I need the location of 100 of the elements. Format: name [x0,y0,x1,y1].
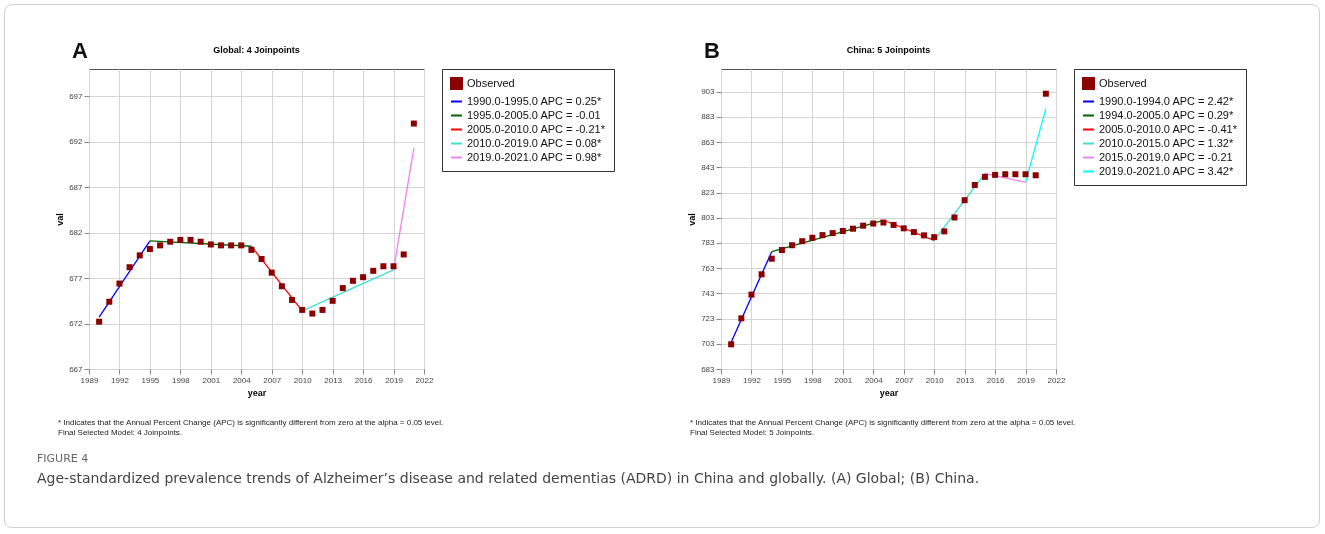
legend-label: 2010.0-2019.0 APC = 0.08* [467,136,602,149]
text: Age-standardized prevalence trends of Alzheimer’s disease and related dementias (ADRD) in China and globally. (A) Global; (B) China. [37,470,980,486]
legend-label: 2019.0-2021.0 APC = 0.98* [467,150,602,163]
point [758,271,765,278]
point [910,229,917,236]
point [370,267,377,274]
point [900,225,907,232]
point [278,283,285,290]
point [789,242,796,249]
text: A [72,38,88,64]
x-tick-label: 2013 [324,375,343,385]
point [177,236,184,243]
y-tick-label: 763 [701,263,716,273]
legend-label: 2015.0-2019.0 APC = -0.21 [1099,150,1233,163]
legend-label: 2019.0-2021.0 APC = 3.42* [1099,164,1234,177]
legend-label: Observed [1099,76,1147,89]
x-tick-label: 2013 [956,375,975,385]
point [1042,90,1049,97]
x-tick-label: 2022 [415,375,434,385]
y-tick-label: 883 [701,112,716,122]
x-tick-label: 2007 [263,375,282,385]
chart-title: China: 5 Joinpoints [846,44,931,55]
y-axis-title: val [687,213,698,226]
x-tick-label: 1992 [743,375,762,385]
text: * Indicates that the Annual Percent Change (APC) is significantly different from zero at the alpha = 0.05 level. [58,418,444,427]
point [1032,172,1039,179]
x-tick-label: 2001 [834,375,853,385]
point [1002,171,1009,178]
point [890,221,897,228]
x-tick-label: 2010 [293,375,313,385]
point [228,242,235,249]
x-tick-label: 2001 [202,375,221,385]
y-tick-label: 682 [69,228,84,238]
y-tick-label: 677 [69,273,84,283]
point [268,269,275,276]
y-tick-label: 823 [701,188,716,198]
legend-label: 1994.0-2005.0 APC = 0.29* [1099,108,1234,121]
point [157,242,164,249]
x-tick-label: 2004 [864,375,884,385]
y-tick-label: 687 [69,182,84,192]
y-tick-label: 697 [69,91,84,101]
legend-label: 2010.0-2015.0 APC = 1.32* [1099,136,1234,149]
point [349,277,356,284]
y-tick-label: 783 [701,238,716,248]
point [819,232,826,239]
point [96,318,103,325]
x-tick-label: 2010 [925,375,945,385]
point [971,181,978,188]
x-axis-title: year [879,387,899,398]
point [728,341,735,348]
point [217,242,224,249]
point [197,238,204,245]
y-tick-label: 743 [701,288,716,298]
x-tick-label: 2007 [895,375,914,385]
x-tick-label: 1998 [171,375,191,385]
x-tick-label: 1995 [773,375,792,385]
point [319,306,326,313]
point [809,234,816,241]
y-tick-label: 843 [701,162,716,172]
point [106,298,113,305]
y-tick-label: 703 [701,339,716,349]
point [1022,171,1029,178]
point [380,263,387,270]
x-tick-label: 2016 [986,375,1006,385]
point [880,219,887,226]
x-tick-label: 1989 [80,375,99,385]
chart-title: Global: 4 Joinpoints [213,44,300,55]
y-tick-label: 903 [701,87,716,97]
point [136,252,143,259]
point [961,197,968,204]
point [289,296,296,303]
point [116,280,123,287]
point [299,306,306,313]
caption: FIGURE 4 [37,452,90,465]
x-tick-label: 2004 [232,375,252,385]
point [126,264,133,271]
x-tick-label: 1998 [803,375,823,385]
y-tick-label: 683 [701,364,716,374]
legend-label: 1990.0-1994.0 APC = 2.42* [1099,94,1234,107]
point [768,255,775,262]
point [921,232,928,239]
y-tick-label: 803 [701,213,716,223]
point [1012,171,1019,178]
point [410,120,417,127]
x-tick-label: 1992 [111,375,130,385]
legend-label: Observed [467,76,515,89]
x-tick-label: 1989 [712,375,731,385]
point [167,238,174,245]
x-tick-label: 2019 [385,375,404,385]
legend-label: 1990.0-1995.0 APC = 0.25* [467,94,602,107]
x-tick-label: 2019 [1017,375,1036,385]
x-tick-label: 1995 [141,375,160,385]
point [799,238,806,245]
point [309,310,316,317]
point [360,274,367,281]
y-tick-label: 723 [701,314,716,324]
point [941,228,948,235]
point [829,230,836,237]
point [860,222,867,229]
y-tick-label: 692 [69,137,84,147]
